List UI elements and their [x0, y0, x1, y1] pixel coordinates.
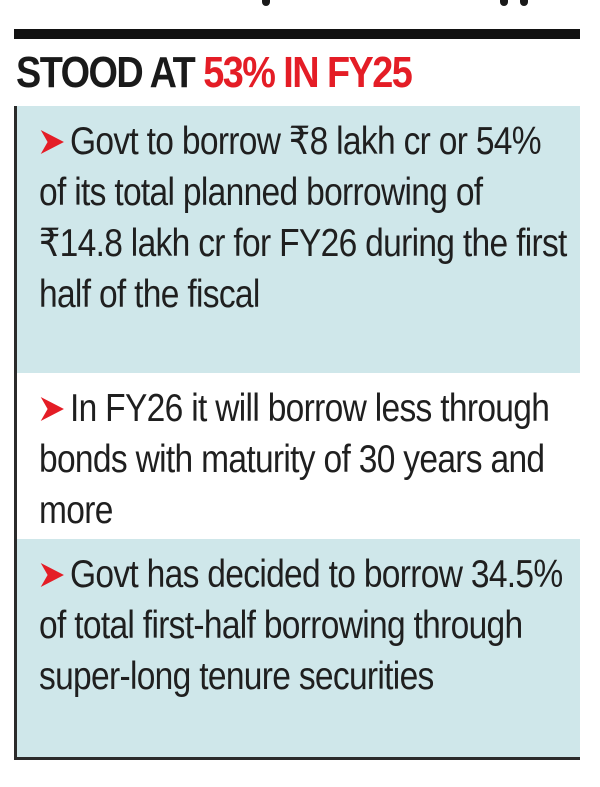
list-item-text-wrapper: Govt to borrow ₹8 lakh cr or 54% of its …: [39, 116, 572, 320]
headline-prefix: STOOD AT: [16, 48, 196, 97]
headline: STOOD AT 53% IN FY25: [16, 48, 413, 98]
list-item-text: Govt to borrow ₹8 lakh cr or 54% of its …: [39, 120, 567, 316]
red-arrow-bullet-icon: [40, 397, 64, 421]
list-item: In FY26 it will borrow less through bond…: [17, 373, 580, 539]
top-rule: [14, 29, 580, 39]
list-item-text-wrapper: Govt has decided to borrow 34.5% of tota…: [39, 549, 572, 702]
list-item-text: In FY26 it will borrow less through bond…: [39, 387, 550, 532]
headline-accent: 53% IN FY25: [203, 48, 413, 97]
list-item-text-wrapper: In FY26 it will borrow less through bond…: [39, 383, 572, 536]
cropped-text-fragment: [0, 0, 600, 10]
red-arrow-bullet-icon: [40, 130, 64, 154]
list-item-text: Govt has decided to borrow 34.5% of tota…: [39, 553, 563, 698]
list-item: Govt has decided to borrow 34.5% of tota…: [17, 539, 580, 757]
list-item: Govt to borrow ₹8 lakh cr or 54% of its …: [17, 106, 580, 373]
red-arrow-bullet-icon: [40, 563, 64, 587]
info-box: Govt to borrow ₹8 lakh cr or 54% of its …: [14, 106, 580, 760]
